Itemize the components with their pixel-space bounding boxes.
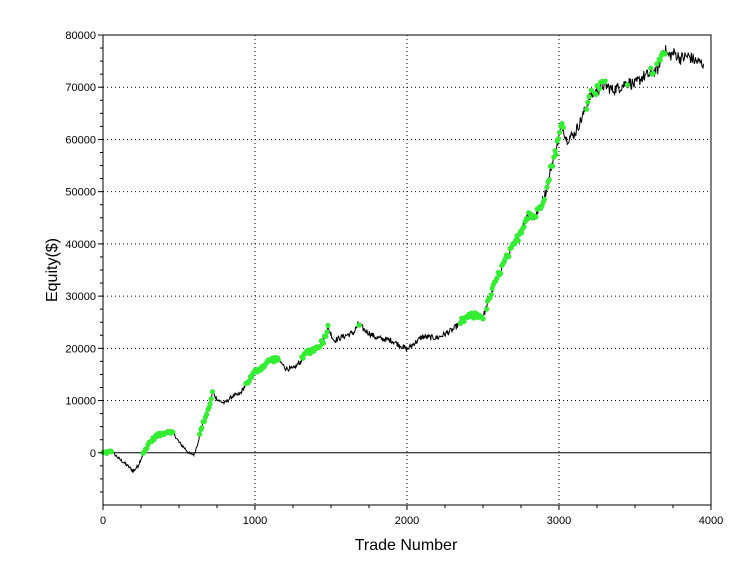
tick-labels: 0 1000 2000 3000 400001000020000300004000050… xyxy=(65,30,723,527)
x-tick-label: 0 xyxy=(100,515,106,527)
new-high-marker xyxy=(521,224,527,230)
new-high-marker xyxy=(586,93,592,100)
new-high-marker xyxy=(461,318,467,324)
x-axis-title: Trade Number xyxy=(355,537,458,554)
y-tick-label: 0 xyxy=(90,448,96,460)
new-high-marker xyxy=(515,238,521,244)
new-high-marker xyxy=(559,120,565,127)
y-tick-label: 50000 xyxy=(65,187,96,199)
y-tick-label: 70000 xyxy=(65,82,96,94)
y-tick-label: 60000 xyxy=(65,134,96,146)
y-tick-label: 40000 xyxy=(65,239,96,251)
new-high-marker xyxy=(325,322,331,329)
new-high-marker xyxy=(662,51,668,57)
new-high-marker xyxy=(208,396,214,402)
new-high-marker xyxy=(525,216,531,222)
x-tick-label: 4000 xyxy=(699,515,723,527)
new-high-marker xyxy=(201,418,207,425)
new-high-marker xyxy=(480,316,486,322)
new-high-marker xyxy=(519,230,525,236)
x-tick-label: 2000 xyxy=(395,515,419,527)
y-tick-label: 30000 xyxy=(65,291,96,303)
new-high-marker xyxy=(323,333,329,340)
new-high-marker xyxy=(199,425,205,431)
new-high-marker xyxy=(560,124,566,131)
new-high-marker xyxy=(249,374,255,380)
new-high-marker xyxy=(320,340,326,346)
y-tick-label: 20000 xyxy=(65,343,96,355)
new-high-marker xyxy=(654,61,660,67)
new-high-marker xyxy=(555,136,561,142)
new-high-marker xyxy=(488,291,494,298)
new-high-marker xyxy=(533,214,539,220)
new-high-marker xyxy=(108,448,115,455)
new-high-marker xyxy=(557,129,563,135)
new-high-marker xyxy=(209,389,216,395)
new-high-marker xyxy=(650,70,656,76)
new-high-marker xyxy=(593,91,599,97)
new-high-marker xyxy=(544,184,550,190)
new-high-marker xyxy=(246,378,252,384)
x-tick-label: 3000 xyxy=(547,515,571,527)
new-high-marker xyxy=(498,270,504,276)
new-high-marker xyxy=(552,148,558,154)
new-high-marker xyxy=(356,322,362,328)
new-high-marker xyxy=(207,401,213,407)
new-high-marker xyxy=(324,329,330,335)
new-high-marker xyxy=(170,429,176,435)
new-high-marker xyxy=(204,411,210,418)
new-high-marker xyxy=(317,343,323,349)
new-high-marker xyxy=(541,196,548,203)
new-high-marker xyxy=(585,99,591,105)
new-high-markers xyxy=(100,50,668,456)
new-high-marker xyxy=(546,177,552,183)
new-high-marker xyxy=(275,357,282,363)
new-high-marker xyxy=(602,78,608,84)
new-high-marker xyxy=(506,253,512,260)
axis-ticks xyxy=(98,34,712,510)
new-high-marker xyxy=(624,82,631,88)
new-high-marker xyxy=(300,355,306,361)
new-high-marker xyxy=(648,65,654,71)
new-high-marker xyxy=(550,163,556,169)
y-tick-label: 80000 xyxy=(65,30,96,42)
new-high-marker xyxy=(657,57,663,63)
x-tick-label: 1000 xyxy=(243,515,267,527)
new-high-marker xyxy=(584,106,590,112)
new-high-marker xyxy=(588,87,594,93)
new-high-marker xyxy=(596,86,603,92)
new-high-marker xyxy=(197,431,203,437)
new-high-marker xyxy=(553,151,559,158)
new-high-marker xyxy=(484,306,490,312)
y-tick-label: 10000 xyxy=(65,396,96,408)
y-axis-title: Equity($) xyxy=(44,238,61,302)
